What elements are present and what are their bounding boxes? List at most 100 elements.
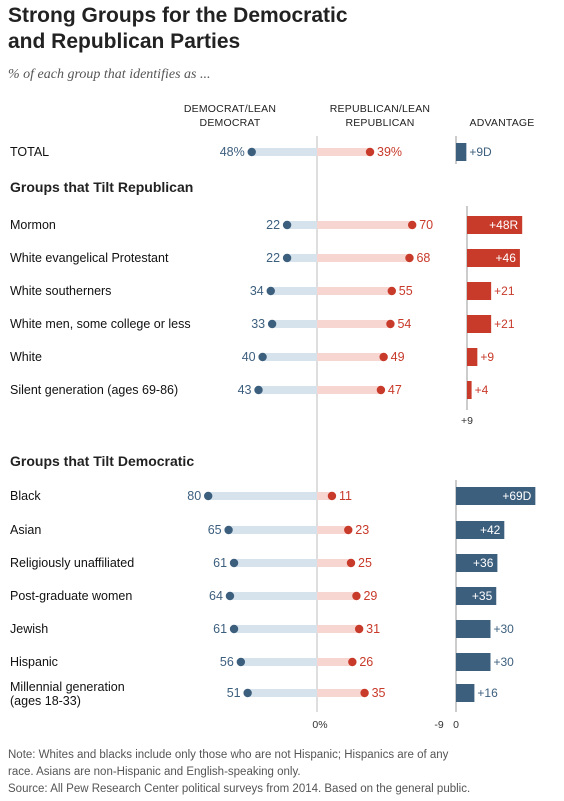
advantage-label: +21: [494, 317, 515, 331]
advantage-label: +48R: [489, 218, 518, 232]
rep-dot: [376, 385, 386, 395]
dem-dot: [236, 657, 246, 667]
advantage-bar: [467, 381, 472, 399]
advantage-label: +42: [480, 523, 501, 537]
dem-dot: [267, 319, 277, 329]
rep-dot: [352, 591, 361, 601]
advantage-bar: [456, 587, 497, 605]
rep-bar: [317, 353, 384, 361]
dem-bar: [272, 320, 317, 328]
rep-value: 26: [359, 655, 373, 669]
rep-dot: [405, 253, 414, 263]
advantage-label: +21: [494, 284, 515, 298]
column-header-dem-line1: DEMOCRAT/LEAN: [184, 103, 276, 115]
chart-rows: TOTAL 48% 39% +9D Mormon 22 70 +48R White evange…: [10, 143, 536, 708]
rep-dot: [379, 352, 388, 362]
row-label: White: [10, 350, 42, 364]
dem-dot: [225, 591, 235, 601]
column-header-dem-line2: DEMOCRAT: [200, 117, 261, 129]
chart-title-line2: and Republican Parties: [8, 30, 240, 53]
dem-bar: [247, 689, 317, 697]
rep-dot: [346, 558, 356, 568]
rep-bar: [317, 689, 365, 697]
rep-bar: [317, 526, 349, 534]
dem-bar: [228, 526, 317, 534]
advantage-bar: [456, 684, 475, 702]
advantage-label: +30: [494, 622, 515, 636]
row-label-line2: (ages 18-33): [10, 694, 81, 708]
column-header-rep-line1: REPUBLICAN/LEAN: [330, 103, 430, 115]
advantage-bar: [456, 554, 498, 572]
advantage-label: +46: [496, 251, 517, 265]
row-label: Asian: [10, 523, 41, 537]
row-label: White men, some college or less: [10, 317, 191, 331]
rep-bar: [317, 148, 371, 156]
rep-value: 39%: [377, 145, 402, 159]
row-label: TOTAL: [10, 145, 49, 159]
dem-dot: [282, 253, 292, 263]
row-label: Hispanic: [10, 655, 58, 669]
dem-value: 43: [238, 383, 252, 397]
rep-value: 35: [372, 686, 386, 700]
rep-dot: [327, 491, 337, 501]
dem-value: 65: [208, 523, 222, 537]
advantage-label: +30: [494, 655, 515, 669]
advantage-label: +69D: [502, 489, 531, 503]
rep-value: 25: [358, 556, 372, 570]
advantage-bar: [467, 348, 478, 366]
section-heading-rep: Groups that Tilt Republican: [10, 179, 193, 195]
dem-dot: [224, 525, 233, 535]
rep-value: 23: [355, 523, 369, 537]
rep-bar: [317, 559, 351, 567]
dem-value: 80: [187, 489, 201, 503]
rep-value: 54: [397, 317, 411, 331]
dem-bar: [229, 592, 317, 600]
dem-dot: [204, 491, 213, 501]
rep-value: 49: [391, 350, 405, 364]
advantage-axis-dem-tick-zero: 0: [453, 719, 459, 731]
dem-dot: [266, 286, 275, 296]
advantage-label: +16: [477, 686, 498, 700]
dem-value: 61: [213, 622, 227, 636]
row-label: Religiously unaffiliated: [10, 556, 134, 570]
dem-bar: [208, 492, 317, 500]
dem-value: 48%: [220, 145, 245, 159]
dem-value: 64: [209, 589, 223, 603]
advantage-label: +9: [480, 350, 494, 364]
row-label: Silent generation (ages 69-86): [10, 383, 178, 397]
advantage-axis-rep-tick: +9: [461, 415, 473, 427]
dem-dot: [229, 558, 239, 568]
row-label: White evangelical Protestant: [10, 251, 169, 265]
advantage-bar: [456, 487, 536, 505]
dem-dot: [254, 385, 263, 395]
rep-value: 55: [399, 284, 413, 298]
row-label: Mormon: [10, 218, 56, 232]
dem-bar: [234, 625, 317, 633]
row-label: Jewish: [10, 622, 48, 636]
dem-value: 22: [266, 251, 280, 265]
rep-bar: [317, 320, 391, 328]
dem-bar: [251, 148, 317, 156]
note-line1: Note: Whites and blacks include only tho…: [8, 749, 449, 761]
rep-dot: [365, 147, 375, 157]
rep-bar: [317, 287, 392, 295]
rep-dot: [386, 319, 395, 329]
rep-dot: [354, 624, 364, 634]
dem-value: 33: [251, 317, 265, 331]
dem-dot: [229, 624, 239, 634]
axis-zero-label: 0%: [312, 719, 327, 731]
advantage-bar: [467, 216, 523, 234]
rep-dot: [387, 286, 396, 296]
dem-value: 61: [213, 556, 227, 570]
chart-title-line1: Strong Groups for the Democratic: [8, 4, 348, 27]
advantage-bar: [467, 315, 492, 333]
rep-dot: [408, 220, 417, 230]
row-label: White southerners: [10, 284, 111, 298]
note-line2: race. Asians are non-Hispanic and Englis…: [8, 766, 301, 778]
column-header-advantage: ADVANTAGE: [469, 117, 534, 129]
dem-value: 56: [220, 655, 234, 669]
dem-bar: [234, 559, 317, 567]
rep-value: 70: [419, 218, 433, 232]
column-header-rep-line2: REPUBLICAN: [345, 117, 414, 129]
advantage-bar: [456, 653, 491, 671]
